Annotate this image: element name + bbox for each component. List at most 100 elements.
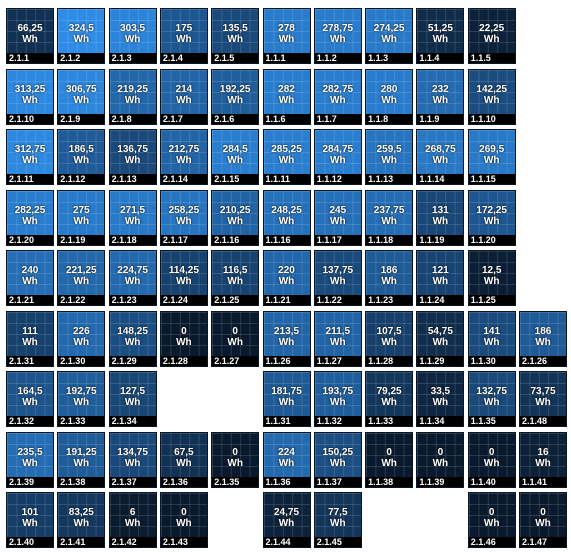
panel-tile: 226 Wh 2.1.30 [57,310,106,367]
value-number: 136,75 [117,144,148,155]
energy-value: 240 Wh [7,265,53,287]
energy-value: 0 Wh [212,326,258,348]
panel-tile: 282,75 Wh 1.1.7 [313,68,362,125]
panel-label: 2.1.43 [160,537,207,547]
value-unit: Wh [330,215,346,227]
panel-label: 1.1.25 [468,295,515,305]
energy-value: 282,75 Wh [315,84,361,106]
energy-value: 274,25 Wh [366,23,412,45]
panel-tile: 240 Wh 2.1.21 [6,250,54,306]
panel-tile: 220 Wh 1.1.21 [262,250,311,306]
value-unit: Wh [381,94,397,106]
value-number: 211,5 [325,325,351,337]
energy-value: 0 Wh [417,447,463,469]
value-unit: Wh [330,518,346,529]
value-number: 259,5 [376,144,402,155]
value-number: 51,25 [427,23,453,34]
panel-tile: 306,75 Wh 2.1.9 [57,68,106,125]
value-number: 282 [278,83,295,95]
panel-label: 2.1.27 [212,355,259,366]
panel-tile: 0 Wh 2.1.27 [211,310,260,367]
panel-label: 1.1.1 [263,53,310,63]
panel-tile: 136,75 Wh 2.1.13 [108,129,157,185]
value-number: 148,25 [117,325,148,337]
value-unit: Wh [176,336,192,348]
value-number: 240 [21,265,39,276]
panel-tile: 259,5 Wh 1.1.13 [365,129,414,185]
energy-value: 0 Wh [161,507,207,529]
energy-value: 142,25 Wh [469,84,515,106]
panel-tile: 214 Wh 2.1.7 [159,68,208,125]
value-number: 0 [181,507,187,518]
value-unit: Wh [22,518,38,529]
energy-value: 0 Wh [469,447,515,469]
energy-value: 24,75 Wh [264,507,310,529]
value-number: 73,75 [530,386,556,397]
value-number: 0 [181,325,187,337]
value-number: 284,75 [322,144,354,155]
value-unit: Wh [483,336,500,348]
value-number: 111 [22,325,38,337]
value-unit: Wh [278,94,295,106]
value-number: 101 [21,507,39,518]
value-unit: Wh [278,397,295,408]
value-number: 306,75 [66,83,97,95]
value-unit: Wh [227,215,243,227]
value-unit: Wh [432,276,449,287]
panel-tile: 24,75 Wh 2.1.44 [262,492,311,548]
panel-tile: 0 Wh 2.1.47 [519,492,567,548]
panel-label: 1.1.36 [263,476,310,487]
panel-tile: 258,25 Wh 2.1.17 [159,189,208,246]
value-number: 107,5 [376,325,402,337]
value-unit: Wh [73,397,90,408]
panel-label: 1.1.2 [314,53,361,63]
value-unit: Wh [278,155,295,166]
energy-value: 193,75 Wh [315,386,361,408]
value-number: 142,25 [476,83,507,95]
panel-label: 2.1.30 [58,355,105,366]
value-unit: Wh [73,336,90,348]
energy-value: 324,5 Wh [58,23,104,45]
panel-tile: 192,75 Wh 2.1.33 [57,371,106,427]
value-number: 127,5 [120,386,146,397]
panel-label: 2.1.44 [263,537,310,547]
panel-tile: 150,25 Wh 1.1.37 [313,431,362,488]
panel-tile: 107,5 Wh 1.1.28 [365,310,414,367]
value-unit: Wh [330,94,346,106]
panel-tile: 121 Wh 1.1.24 [416,250,465,306]
value-unit: Wh [330,276,346,287]
value-unit: Wh [176,34,192,45]
value-unit: Wh [227,336,243,348]
panel-label: 2.1.5 [212,53,259,63]
panel-tile: 221,25 Wh 2.1.22 [57,250,106,306]
value-number: 269,5 [479,144,505,155]
value-unit: Wh [124,397,141,408]
energy-value: 226 Wh [58,326,104,348]
panel-label: 1.1.9 [417,113,464,124]
value-unit: Wh [432,397,449,408]
energy-value: 137,75 Wh [315,265,361,287]
panel-tile: 111 Wh 2.1.31 [6,310,54,367]
value-unit: Wh [73,34,90,45]
panel-label: 2.1.2 [58,53,105,63]
panel-tile: 280 Wh 1.1.8 [365,68,414,125]
panel-label: 1.1.22 [314,295,361,305]
panel-label: 2.1.9 [58,113,105,124]
panel-label: 2.1.29 [109,355,156,366]
energy-value: 191,25 Wh [58,447,104,469]
panel-label: 2.1.4 [160,53,207,63]
value-unit: Wh [124,457,141,469]
panel-tile: 12,5 Wh 1.1.25 [467,250,516,306]
panel-tile: 131 Wh 1.1.19 [416,189,465,246]
value-unit: Wh [176,457,192,469]
value-number: 193,75 [322,386,354,397]
value-unit: Wh [124,94,141,106]
value-unit: Wh [124,336,141,348]
energy-value: 0 Wh [212,447,258,469]
value-unit: Wh [330,336,346,348]
panel-label: 2.1.13 [109,174,156,184]
panel-tile: 271,5 Wh 2.1.18 [108,189,157,246]
energy-value: 175 Wh [161,23,207,45]
panel-tile: 0 Wh 1.1.40 [467,431,516,488]
value-number: 186 [380,265,398,276]
